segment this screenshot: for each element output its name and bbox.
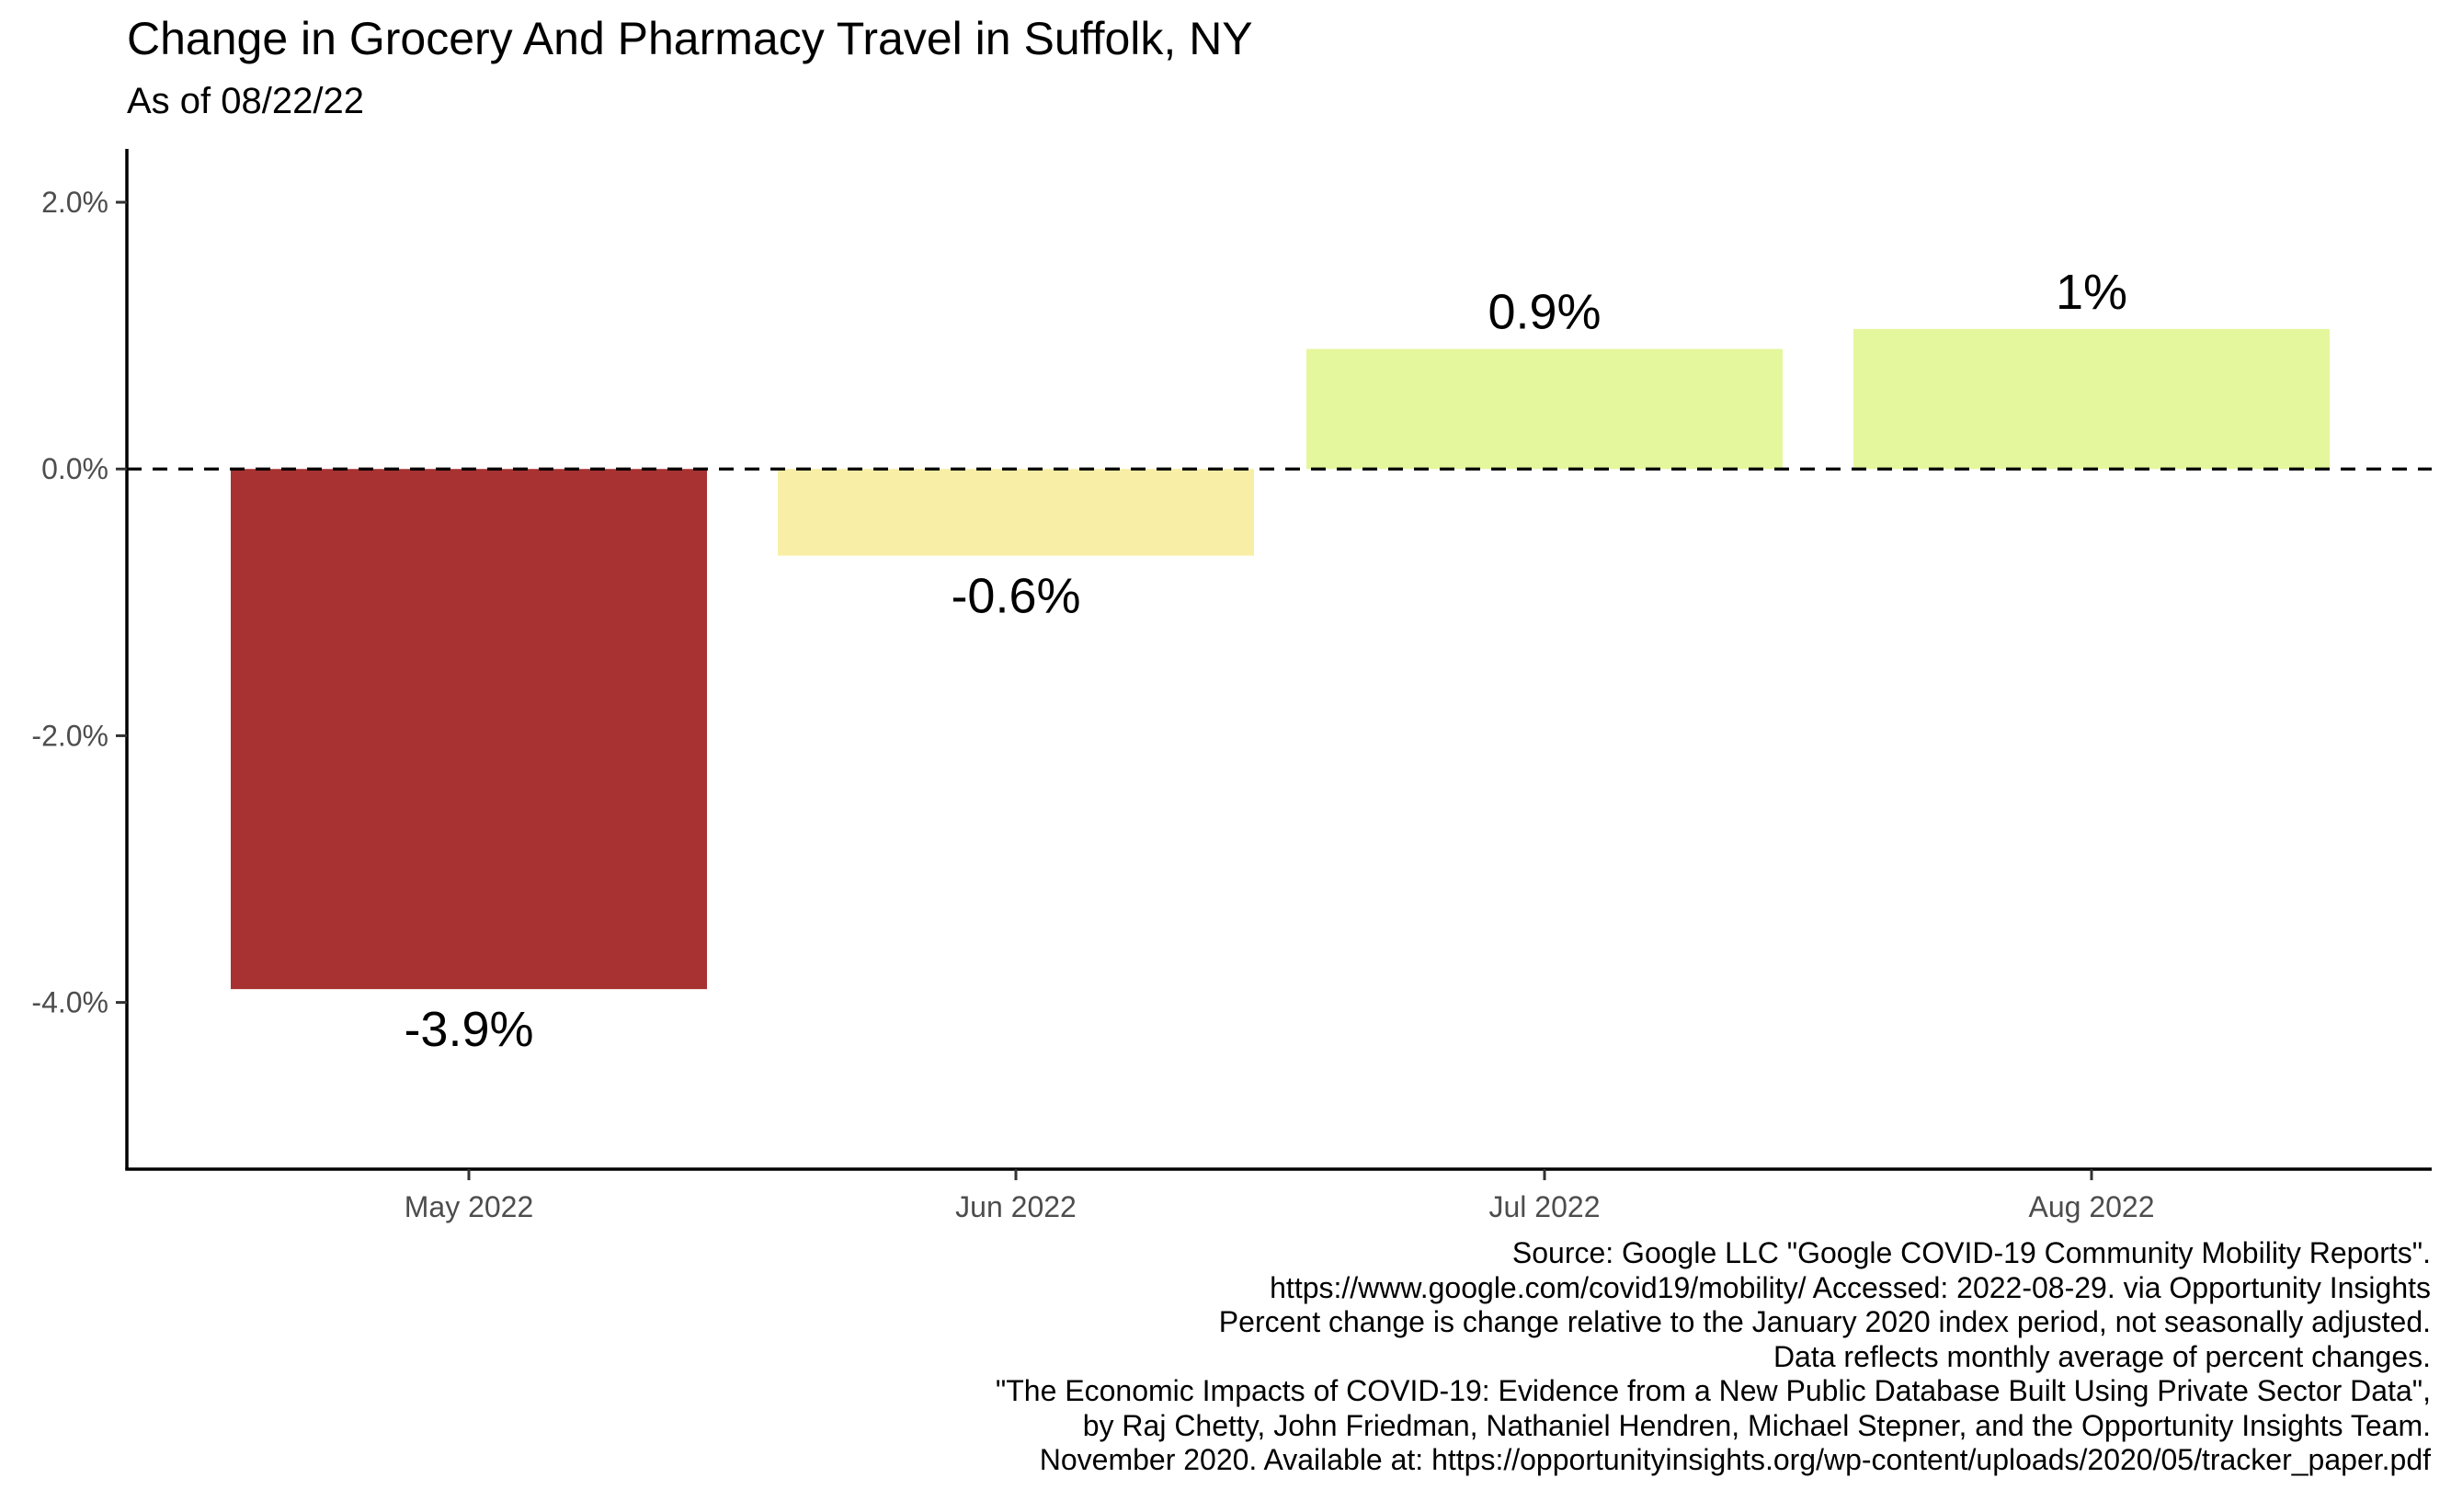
data-label: 0.9% — [1488, 285, 1601, 340]
y-tick-label: -2.0% — [31, 719, 108, 752]
x-tick-label: Jun 2022 — [955, 1190, 1077, 1223]
chart-title: Change in Grocery And Pharmacy Travel in… — [127, 13, 1253, 64]
y-tick-label: -4.0% — [31, 986, 108, 1019]
bars-layer — [231, 328, 2330, 990]
x-tick-label: May 2022 — [405, 1190, 534, 1223]
caption-line: by Raj Chetty, John Friedman, Nathaniel … — [1082, 1408, 2431, 1442]
data-label: -3.9% — [404, 1002, 533, 1057]
chart-subtitle: As of 08/22/22 — [127, 81, 364, 121]
caption-line: "The Economic Impacts of COVID-19: Evide… — [995, 1374, 2431, 1407]
caption-line: Source: Google LLC "Google COVID-19 Comm… — [1511, 1236, 2431, 1269]
chart-caption: Source: Google LLC "Google COVID-19 Comm… — [776, 1236, 2431, 1478]
y-tick-label: 0.0% — [41, 452, 108, 485]
bar-jun-2022 — [778, 469, 1254, 556]
x-tick-label: Jul 2022 — [1489, 1190, 1601, 1223]
data-labels-layer: -3.9% -0.6% 0.9% 1% — [404, 265, 2127, 1057]
x-tick-label: Aug 2022 — [2028, 1190, 2154, 1223]
bar-may-2022 — [231, 469, 707, 990]
bar-aug-2022 — [1853, 328, 2330, 470]
data-label: 1% — [2056, 265, 2127, 320]
axes-layer: 2.0% 0.0% -2.0% -4.0% May 2022 Jun 2022 Jul 20… — [31, 149, 2432, 1223]
caption-line: Data reflects monthly average of percent… — [1773, 1339, 2431, 1373]
caption-line: https://www.google.com/covid19/mobility/… — [1270, 1270, 2431, 1304]
data-label: -0.6% — [951, 569, 1080, 624]
y-tick-label: 2.0% — [41, 186, 108, 219]
bar-jul-2022 — [1306, 348, 1783, 470]
caption-line: November 2020. Available at: https://opp… — [1039, 1443, 2431, 1476]
caption-line: Percent change is change relative to the… — [1218, 1305, 2431, 1338]
